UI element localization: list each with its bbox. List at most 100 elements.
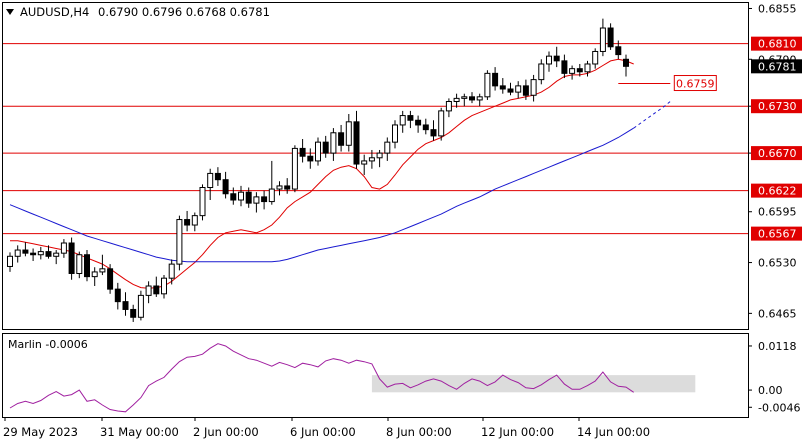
candle-body-bullish bbox=[315, 141, 321, 162]
candle bbox=[623, 54, 629, 77]
candle-body-bullish bbox=[238, 191, 244, 201]
candle bbox=[22, 242, 29, 257]
x-tick-label: 12 Jun 00:00 bbox=[481, 425, 554, 439]
target-label-box bbox=[673, 75, 717, 92]
candle bbox=[184, 210, 191, 232]
candle bbox=[492, 67, 499, 91]
candle bbox=[561, 54, 568, 79]
candle-body-bullish bbox=[53, 252, 60, 257]
candle-body-bullish bbox=[253, 196, 260, 204]
candle-body-bullish bbox=[592, 50, 599, 65]
indicator-y-tick-label: 0.00 bbox=[758, 384, 783, 397]
candle bbox=[107, 264, 114, 294]
candle-body-bearish bbox=[284, 185, 291, 190]
candle bbox=[238, 185, 244, 207]
candle bbox=[68, 237, 75, 280]
candle bbox=[299, 139, 306, 163]
candle bbox=[422, 118, 429, 135]
candle bbox=[7, 252, 13, 272]
candle-body-bearish bbox=[322, 141, 329, 154]
candle bbox=[230, 187, 237, 205]
candle bbox=[261, 190, 268, 210]
candle bbox=[315, 137, 321, 166]
candle-body-bearish bbox=[407, 115, 414, 121]
x-tick-label: 29 May 2023 bbox=[3, 425, 78, 439]
candle bbox=[30, 248, 37, 261]
candle-body-bearish bbox=[68, 242, 75, 274]
candle-body-bullish bbox=[345, 121, 352, 146]
candle-body-bullish bbox=[461, 96, 468, 99]
blue-moving-average-forecast-line bbox=[633, 99, 673, 129]
candle bbox=[91, 267, 98, 287]
indicator-label: Marlin -0.0006 bbox=[8, 338, 88, 351]
candle bbox=[553, 46, 560, 68]
candle-body-bearish bbox=[184, 219, 191, 226]
candle bbox=[592, 48, 599, 69]
candle-body-bullish bbox=[445, 101, 452, 112]
level-price-label: 0.6730 bbox=[758, 100, 797, 113]
candle bbox=[307, 148, 314, 169]
candle-body-bullish bbox=[207, 172, 214, 188]
candle bbox=[122, 292, 129, 316]
blue-moving-average-line bbox=[9, 127, 634, 263]
candle-body-bearish bbox=[222, 179, 229, 195]
candle-body-bearish bbox=[492, 72, 499, 87]
symbol-label: AUDUSD,H4 bbox=[20, 5, 89, 19]
candle-body-bearish bbox=[130, 308, 137, 318]
candle bbox=[145, 281, 152, 304]
x-tick-label: 14 Jun 00:00 bbox=[577, 425, 650, 439]
candle bbox=[384, 137, 391, 161]
menu-triangle-icon[interactable] bbox=[6, 9, 14, 15]
candle-body-bearish bbox=[623, 58, 629, 67]
candle bbox=[284, 178, 291, 194]
candle bbox=[114, 282, 121, 310]
candle bbox=[176, 215, 183, 271]
candle-body-bullish bbox=[368, 157, 375, 162]
candle bbox=[461, 93, 468, 107]
candle bbox=[515, 81, 522, 99]
candle bbox=[376, 149, 383, 168]
candle-body-bullish bbox=[515, 85, 522, 93]
candle bbox=[37, 246, 44, 260]
candle bbox=[546, 51, 552, 72]
candle-body-bearish bbox=[615, 46, 622, 56]
candle bbox=[276, 181, 283, 196]
level-price-box bbox=[751, 226, 802, 241]
candle bbox=[137, 290, 144, 321]
level-price-box bbox=[751, 146, 802, 161]
candle-body-bullish bbox=[599, 27, 606, 52]
candle-body-bearish bbox=[261, 196, 268, 203]
candle-body-bullish bbox=[276, 185, 283, 190]
candle bbox=[407, 110, 414, 129]
candle bbox=[99, 254, 106, 276]
candle-body-bearish bbox=[499, 85, 506, 90]
y-tick-label: 0.6530 bbox=[758, 257, 797, 270]
candle-body-bullish bbox=[399, 115, 406, 126]
candle bbox=[222, 171, 229, 199]
x-tick-label: 2 Jun 00:00 bbox=[193, 425, 259, 439]
candle-body-bearish bbox=[245, 191, 252, 204]
candle bbox=[499, 78, 506, 94]
level-price-label: 0.6622 bbox=[758, 185, 797, 198]
candle-body-bearish bbox=[522, 85, 529, 96]
candle-body-bullish bbox=[376, 152, 383, 159]
candle bbox=[584, 60, 591, 77]
candle-body-bullish bbox=[392, 124, 398, 143]
indicator-zero-band bbox=[371, 375, 696, 393]
current-price-box bbox=[751, 59, 802, 74]
candle-body-bearish bbox=[430, 129, 437, 137]
candle-body-bearish bbox=[107, 268, 114, 290]
candle-body-bearish bbox=[153, 285, 160, 295]
candle-body-bullish bbox=[168, 263, 175, 279]
level-price-label: 0.6567 bbox=[758, 228, 797, 241]
candle bbox=[361, 154, 368, 175]
candle-body-bearish bbox=[507, 88, 514, 93]
candle-body-bullish bbox=[530, 79, 537, 96]
candle bbox=[392, 120, 398, 149]
candle bbox=[476, 93, 483, 107]
candle-body-bullish bbox=[191, 215, 198, 226]
candle-body-bullish bbox=[199, 186, 206, 217]
candle-body-bearish bbox=[576, 68, 583, 73]
candle bbox=[168, 259, 175, 285]
x-tick-label: 31 May 00:00 bbox=[100, 425, 179, 439]
